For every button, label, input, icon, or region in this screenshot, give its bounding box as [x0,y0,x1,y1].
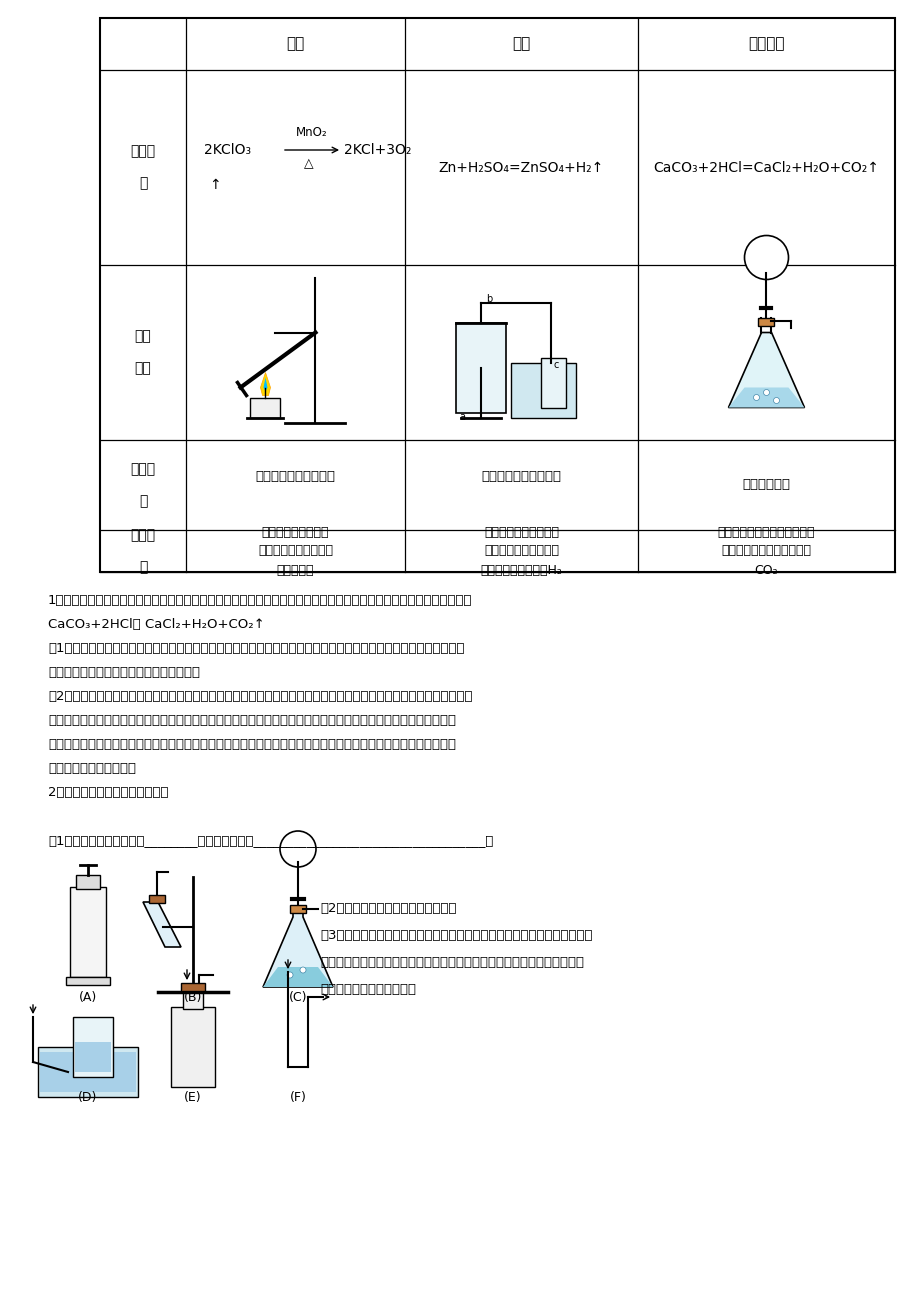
Text: 发生

装置: 发生 装置 [134,329,152,376]
Text: 2KCl+3O₂: 2KCl+3O₂ [344,143,411,158]
Text: 2KClO₃: 2KClO₃ [204,143,251,158]
Bar [72,943,104,973]
Text: （2）：长颈漏斗为什么要插入液面？: （2）：长颈漏斗为什么要插入液面？ [320,902,456,915]
Bar [40,1052,136,1092]
Text: (C): (C) [289,991,307,1004]
Text: b: b [486,294,493,305]
Text: Zn+H₂SO₄=ZnSO₄+H₂↑: Zn+H₂SO₄=ZnSO₄+H₂↑ [438,160,604,174]
Text: 用带火星木条伸入集: 用带火星木条伸入集 [262,526,329,539]
Text: CaCO₃+2HCl＝ CaCl₂+H₂O+CO₂↑: CaCO₃+2HCl＝ CaCl₂+H₂O+CO₂↑ [48,618,265,631]
Text: (E): (E) [184,1091,201,1104]
Text: 硫酸代替盐酸跟石灰石反应，虽能产生二氧化碳，但是生成的硫酸钙微溶于水。它会覆盖在块状石灰石表面，阻止碳: 硫酸代替盐酸跟石灰石反应，虽能产生二氧化碳，但是生成的硫酸钙微溶于水。它会覆盖在… [48,713,456,727]
Text: (F): (F) [289,1091,306,1104]
Text: 二氧化碳: 二氧化碳 [747,36,784,52]
Bar [66,976,110,986]
Text: 向下排空气法、排水法: 向下排空气法、排水法 [481,470,561,483]
Bar [183,987,203,1009]
Text: 水一种物质该气体是H₂: 水一种物质该气体是H₂ [480,564,562,577]
Text: 氧气: 氧气 [286,36,304,52]
Text: 氢气: 氢气 [512,36,530,52]
Bar [757,318,774,326]
Text: 收集方

法: 收集方 法 [130,462,155,508]
Text: 反应来制取二氧化碳的。: 反应来制取二氧化碳的。 [48,762,136,775]
Bar [171,1006,215,1087]
Text: 发出淡蓝色火焰只生成: 发出淡蓝色火焰只生成 [483,544,559,557]
Text: (A): (A) [79,991,97,1004]
Circle shape [279,831,315,867]
Polygon shape [260,372,270,396]
Text: 石灰水变浑浊说明该气体是: 石灰水变浑浊说明该气体是 [720,544,811,557]
Bar [73,1017,113,1077]
Text: ↑: ↑ [209,178,221,191]
Bar [70,887,106,976]
Text: 向上排空气法、排水法: 向上排空气法、排水法 [255,470,335,483]
Circle shape [763,389,768,396]
Polygon shape [263,909,333,987]
Text: 密度小于空气，又难溶于水: 密度小于空气，又难溶于水 [320,983,415,996]
Text: (B): (B) [184,991,202,1004]
Text: 2：实验室制取二氧化碳的装置：: 2：实验室制取二氧化碳的装置： [48,786,168,799]
Text: 气体是氧气: 气体是氧气 [277,564,314,577]
Text: 过一会儿气泡逐渐减少，以至反应停止。）: 过一会儿气泡逐渐减少，以至反应停止。） [48,667,199,680]
Text: 点燃如发出爆鸣声，并: 点燃如发出爆鸣声，并 [483,526,559,539]
Text: （3）：这个装置的气体发生部分可以用来制取氢气，因为制氢气用的药品状: （3）：这个装置的气体发生部分可以用来制取氢气，因为制氢气用的药品状 [320,930,592,943]
Bar [149,894,165,904]
Text: c: c [553,361,558,371]
Polygon shape [263,378,267,392]
Text: 将气体通入澄清石灰水中，若: 将气体通入澄清石灰水中，若 [717,526,814,539]
Text: 态与制二氧化碳的相同，反应也不需要加热。但收集方法不同，因为氢气的: 态与制二氧化碳的相同，反应也不需要加热。但收集方法不同，因为氢气的 [320,956,584,969]
Bar [75,1042,111,1072]
Circle shape [743,236,788,280]
Text: 酸钙跟硫酸接触。而碳酸钠跟盐酸反应太快，生成的二氧化碳不容易收集。因此，实验室里通常是用石灰石跟稀盐酸: 酸钙跟硫酸接触。而碳酸钠跟盐酸反应太快，生成的二氧化碳不容易收集。因此，实验室里… [48,738,456,751]
Text: CaCO₃+2HCl=CaCl₂+H₂O+CO₂↑: CaCO₃+2HCl=CaCl₂+H₂O+CO₂↑ [652,160,879,174]
Text: (D): (D) [78,1091,97,1104]
Circle shape [773,397,778,404]
Bar [541,358,566,408]
Polygon shape [728,388,803,408]
Polygon shape [728,332,803,408]
Text: 反应原

理: 反应原 理 [130,145,155,190]
Text: MnO₂: MnO₂ [296,126,327,139]
Text: （2）：碳酸钠跟稀盐酸反应十分剧烈，迅速产生大量气体。石灰石跟稀盐酸反应比碳酸钠缓和，也能生成大量气体。用: （2）：碳酸钠跟稀盐酸反应十分剧烈，迅速产生大量气体。石灰石跟稀盐酸反应比碳酸钠… [48,690,472,703]
Text: 向上排空气法: 向上排空气法 [742,479,789,491]
Polygon shape [142,902,181,947]
Bar [76,875,100,889]
Circle shape [753,395,759,401]
Text: 气瓶中，若木条复燃该: 气瓶中，若木条复燃该 [257,544,333,557]
Bar [38,1047,138,1098]
Bar [456,323,506,413]
Polygon shape [263,967,333,987]
Circle shape [300,967,306,973]
Circle shape [287,973,292,978]
Text: 1：实验室制取二氧化碳的反应原理：常用大理石或石灰石和稀盐酸制取。反应原理：碳酸盐跟酸反应，生成二氧化碳。: 1：实验室制取二氧化碳的反应原理：常用大理石或石灰石和稀盐酸制取。反应原理：碳酸… [48,594,472,607]
Bar [100,18,894,572]
Text: △: △ [304,158,313,171]
Text: a: a [459,413,465,423]
Bar [250,397,280,418]
Bar [289,905,306,913]
Text: 检验方

法: 检验方 法 [130,527,155,574]
Bar [181,983,205,991]
Text: （1）：石灰石跟稀盐酸反应，现象：块状固体不断溶解，产生大量气泡。（石灰石跟稀硫酸反应，开始有气体产生，: （1）：石灰石跟稀盐酸反应，现象：块状固体不断溶解，产生大量气泡。（石灰石跟稀硫… [48,642,464,655]
Text: （1）：制二氧化碳可选用________收集气体可选用___________________________________。: （1）：制二氧化碳可选用________收集气体可选用_____________… [48,835,493,848]
Text: CO₂: CO₂ [754,564,777,577]
Bar [511,362,576,418]
